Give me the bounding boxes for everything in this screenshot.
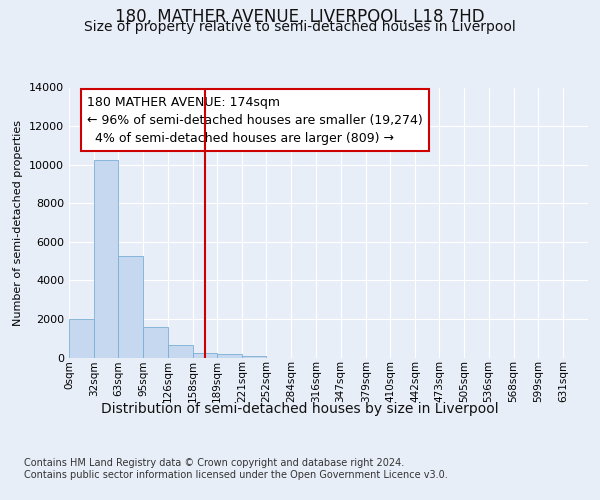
Bar bbox=[94, 160, 118, 358]
Bar bbox=[167, 345, 193, 358]
Text: Contains public sector information licensed under the Open Government Licence v3: Contains public sector information licen… bbox=[24, 470, 448, 480]
Text: Contains HM Land Registry data © Crown copyright and database right 2024.: Contains HM Land Registry data © Crown c… bbox=[24, 458, 404, 468]
Text: 180 MATHER AVENUE: 174sqm
← 96% of semi-detached houses are smaller (19,274)
  4: 180 MATHER AVENUE: 174sqm ← 96% of semi-… bbox=[87, 96, 423, 144]
Bar bbox=[217, 354, 242, 358]
Text: Size of property relative to semi-detached houses in Liverpool: Size of property relative to semi-detach… bbox=[84, 20, 516, 34]
Bar bbox=[193, 352, 217, 358]
Bar bbox=[242, 356, 266, 358]
Y-axis label: Number of semi-detached properties: Number of semi-detached properties bbox=[13, 120, 23, 326]
Bar bbox=[69, 319, 94, 358]
Bar bbox=[118, 256, 143, 358]
Text: 180, MATHER AVENUE, LIVERPOOL, L18 7HD: 180, MATHER AVENUE, LIVERPOOL, L18 7HD bbox=[115, 8, 485, 26]
Text: Distribution of semi-detached houses by size in Liverpool: Distribution of semi-detached houses by … bbox=[101, 402, 499, 416]
Bar bbox=[143, 326, 167, 358]
